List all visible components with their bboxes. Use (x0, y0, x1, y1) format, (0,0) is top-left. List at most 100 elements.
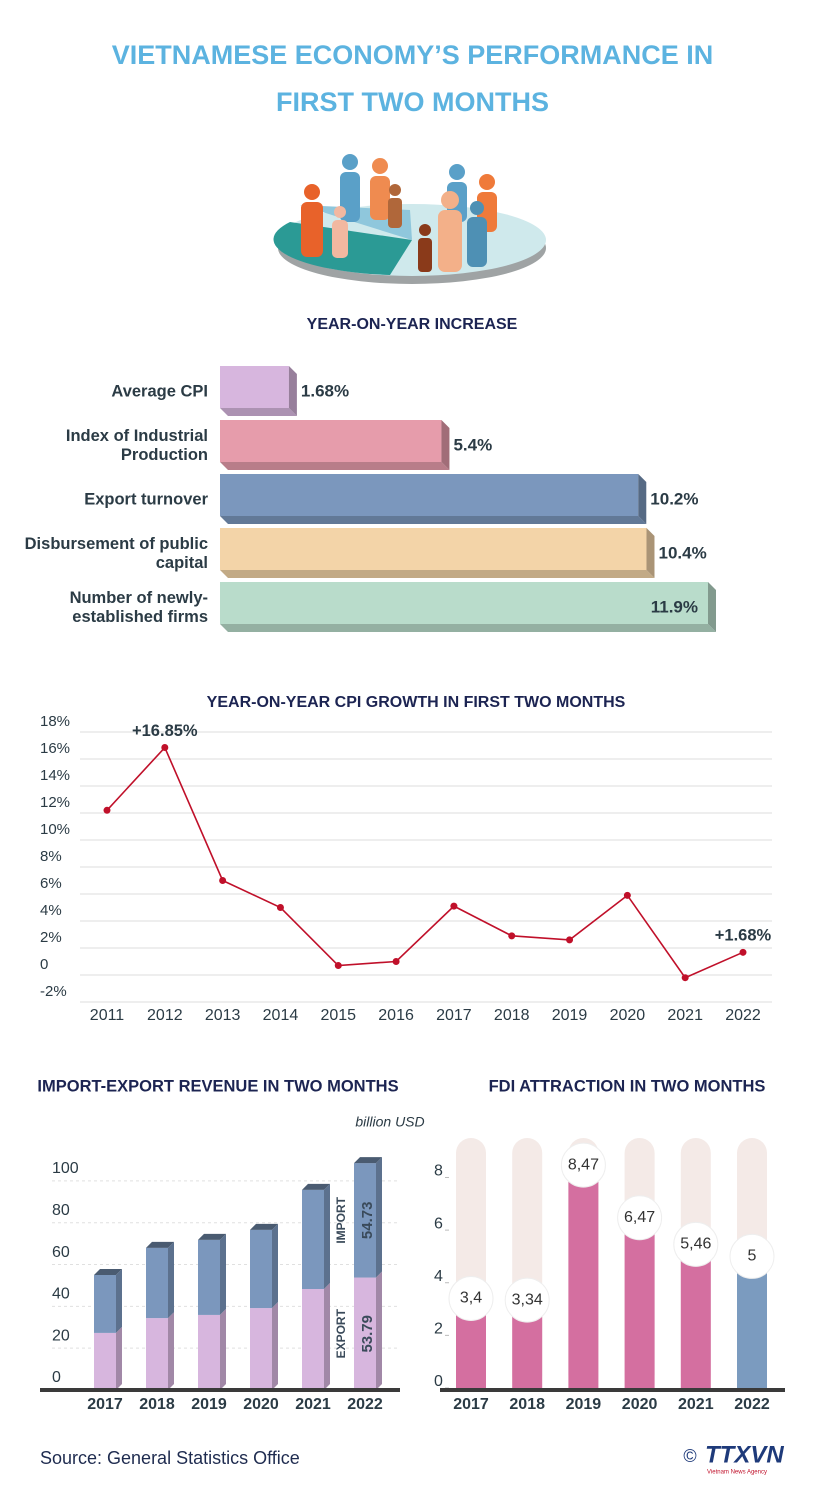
point (739, 948, 747, 956)
bar (220, 528, 647, 570)
x-tick-label: 2020 (243, 1396, 279, 1413)
bar-side (168, 1241, 174, 1319)
category-label: Disbursement of public capital (24, 535, 208, 572)
x-tick-label: 2017 (436, 1007, 472, 1024)
bar-side (220, 570, 655, 578)
bar-side (441, 420, 450, 470)
person (370, 158, 390, 220)
value-label: +1.68% (715, 927, 772, 945)
bar-segment (94, 1332, 116, 1390)
category-label: Export turnover (84, 490, 208, 509)
bar-side (376, 1157, 382, 1278)
y-tick-label: 8% (40, 848, 62, 865)
y-tick-label: 6% (40, 875, 62, 892)
x-tick-label: 2014 (263, 1007, 299, 1024)
person (438, 191, 462, 272)
bar-segment (146, 1318, 168, 1390)
x-tick-label: 2020 (610, 1007, 646, 1024)
point (334, 962, 342, 970)
bar-top (354, 1157, 382, 1164)
point (566, 936, 574, 944)
y-tick-label: 100 (52, 1160, 79, 1177)
x-tick-label: 2019 (552, 1007, 588, 1024)
label-bubble (560, 1142, 606, 1188)
bar-segment (198, 1314, 220, 1390)
bar-segment (94, 1275, 116, 1333)
category-label: Index of Industrial Production (65, 427, 208, 464)
y-tick-label: 20 (52, 1327, 70, 1344)
person (467, 201, 487, 267)
bar-segment (354, 1163, 376, 1278)
x-tick-label: 2022 (734, 1396, 770, 1413)
legend-label: EXPORT (334, 1308, 348, 1358)
point (508, 932, 516, 940)
bar (568, 1165, 599, 1390)
y-tick-label: -2% (40, 983, 67, 1000)
value-label: 3,34 (512, 1291, 543, 1308)
x-tick-label: 2022 (347, 1396, 383, 1413)
y-tick-label: 0 (434, 1373, 443, 1390)
y-tick-label: 2% (40, 929, 62, 946)
label-bubble (673, 1221, 719, 1267)
bar-side (708, 582, 716, 632)
y-tick-label: 80 (52, 1202, 70, 1219)
x-tick-label: 2012 (147, 1007, 183, 1024)
x-tick-label: 2018 (509, 1396, 545, 1413)
bar-side (288, 366, 297, 416)
value-label: 11.9% (651, 597, 698, 616)
unit-label: billion USD (355, 1114, 424, 1130)
bar-side (220, 408, 297, 416)
point (103, 806, 111, 814)
bar-segment (302, 1289, 324, 1390)
bar-segment (354, 1277, 376, 1390)
logo: TTXVN (705, 1441, 784, 1468)
value-label: +16.85% (132, 722, 198, 740)
x-tick-label: 2020 (622, 1396, 658, 1413)
x-tick-label: 2019 (566, 1396, 602, 1413)
label-bubble (448, 1276, 494, 1322)
bar-side (220, 1233, 226, 1315)
x-tick-label: 2018 (139, 1396, 175, 1413)
bar-top (146, 1241, 174, 1248)
bar-side (376, 1271, 382, 1390)
y-tick-label: 40 (52, 1286, 70, 1303)
bar-side (116, 1269, 122, 1333)
chart-title: YEAR-ON-YEAR INCREASE (307, 316, 518, 333)
y-tick-label: 8 (434, 1163, 443, 1180)
bar-side (638, 474, 647, 524)
line (106, 746, 744, 979)
person (332, 206, 348, 258)
x-tick-label: 2015 (320, 1007, 356, 1024)
label-bubble (617, 1195, 663, 1241)
bar-side (324, 1283, 330, 1390)
bar-side (220, 1308, 226, 1390)
x-tick-label: 2017 (87, 1396, 123, 1413)
source: Source: General Statistics Office (40, 1448, 300, 1468)
bar-segment (250, 1229, 272, 1309)
y-tick-label: 2 (434, 1321, 443, 1338)
value-label: 10.2% (650, 489, 698, 508)
chart-title: IMPORT-EXPORT REVENUE IN TWO MONTHS (37, 1077, 398, 1095)
point (623, 891, 631, 899)
chart-title: FDI ATTRACTION IN TWO MONTHS (489, 1077, 766, 1095)
label-bubble (729, 1233, 775, 1279)
bar (220, 474, 639, 516)
bar-side (220, 462, 450, 470)
bar-side (116, 1326, 122, 1390)
bar-top (302, 1183, 330, 1190)
bar (220, 420, 442, 462)
bar-segment (302, 1189, 324, 1290)
y-tick-label: 60 (52, 1244, 70, 1261)
value-label: 5.4% (453, 435, 492, 454)
y-tick-label: 16% (40, 740, 70, 757)
value-label: 6,47 (624, 1209, 655, 1226)
value-label: 5,46 (680, 1236, 711, 1253)
person (418, 224, 432, 272)
copyright: © (683, 1446, 696, 1466)
bar-segment (198, 1239, 220, 1315)
y-tick-label: 12% (40, 794, 70, 811)
bar-side (272, 1223, 278, 1309)
page-title: VIETNAMESE ECONOMY’S PERFORMANCE IN FIRS… (111, 40, 714, 117)
y-tick-label: 0 (52, 1369, 61, 1386)
logo-subtitle: Vietnam News Agency (707, 1470, 767, 1476)
